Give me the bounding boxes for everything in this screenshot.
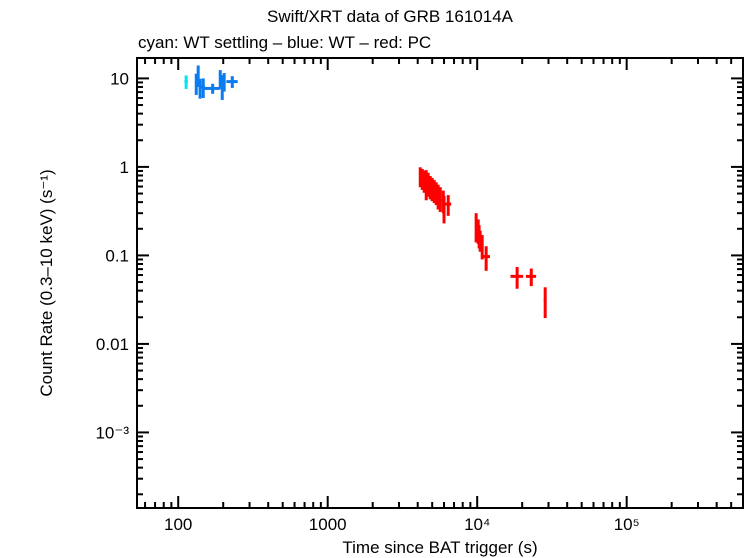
y-tick-label: 10 (110, 69, 129, 88)
data-point (201, 78, 205, 99)
data-point (445, 195, 452, 216)
data-point (543, 287, 547, 319)
y-tick-label: 1 (120, 158, 129, 177)
data-point (222, 73, 226, 92)
data-point (442, 195, 446, 224)
data-point (482, 246, 490, 271)
chart-subtitle: cyan: WT settling – blue: WT – red: PC (138, 33, 431, 52)
data-point (510, 266, 524, 289)
x-tick-label: 1000 (309, 515, 347, 534)
plot-frame (136, 57, 744, 509)
data-point (204, 83, 220, 94)
x-axis-label: Time since BAT trigger (s) (342, 538, 537, 557)
y-tick-label: 0.1 (105, 246, 129, 265)
y-tick-label: 10⁻³ (95, 423, 129, 442)
chart-title: Swift/XRT data of GRB 161014A (267, 7, 514, 26)
data-point (196, 65, 200, 87)
x-tick-label: 10⁵ (614, 515, 640, 534)
x-tick-label: 10⁴ (464, 515, 490, 534)
data-point (198, 78, 202, 99)
data-point (438, 187, 442, 212)
x-tick-label: 100 (164, 515, 192, 534)
data-point (430, 177, 434, 202)
data-point (226, 76, 238, 88)
data-point (184, 75, 188, 89)
data-point (525, 268, 537, 287)
y-tick-label: 0.01 (96, 335, 129, 354)
y-axis-label: Count Rate (0.3–10 keV) (s⁻¹) (37, 169, 56, 396)
